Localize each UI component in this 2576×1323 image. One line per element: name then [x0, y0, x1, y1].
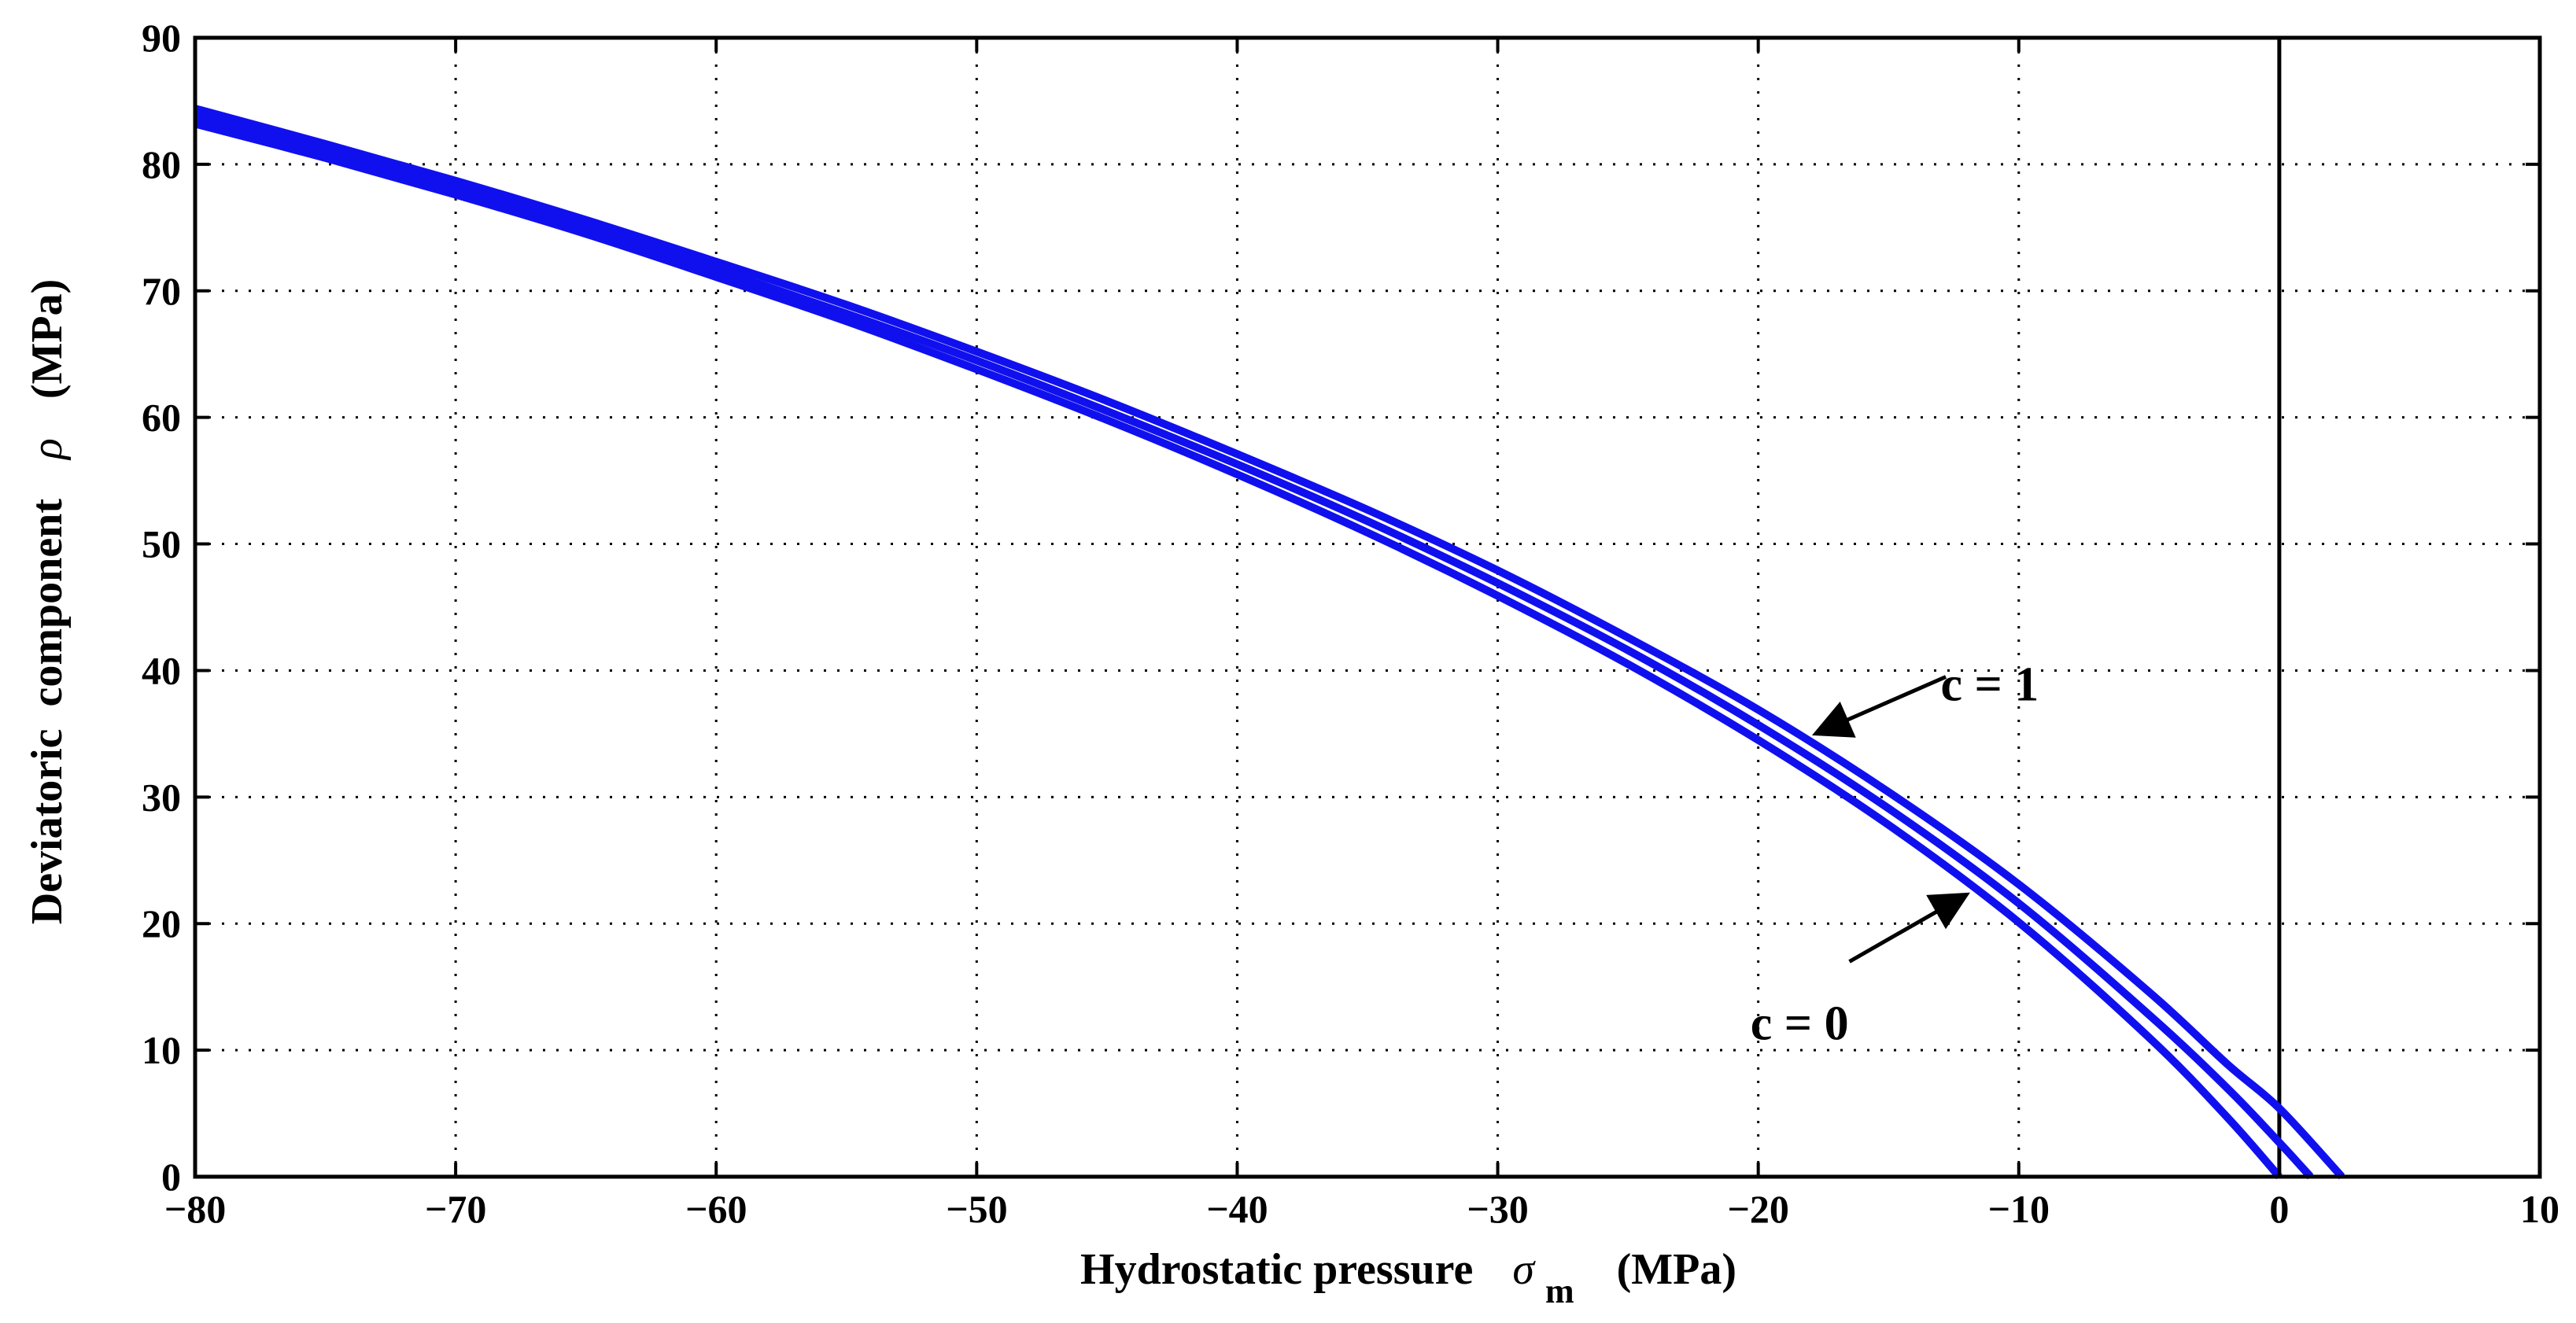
- x-tick-label: −20: [1727, 1187, 1789, 1231]
- x-tick-label: 10: [2520, 1187, 2559, 1231]
- x-axis-label: Hydrostatic pressure σ m (MPa): [1080, 1245, 1736, 1313]
- annotation-arrow-1: [1811, 675, 1947, 738]
- y-tick-label: 0: [161, 1155, 181, 1199]
- x-tick-label: −10: [1988, 1187, 2050, 1231]
- y-axis-unit: (MPa): [23, 279, 72, 399]
- series-line-3: [194, 105, 2345, 1180]
- y-tick-label: 30: [142, 775, 181, 819]
- grid: [195, 38, 2540, 1177]
- x-axis-unit: (MPa): [1617, 1245, 1736, 1294]
- series-layer: [194, 105, 2345, 1180]
- y-tick-label: 40: [142, 648, 181, 692]
- annotation-label-2: c = 0: [1751, 997, 1849, 1051]
- x-tick-label: −30: [1467, 1187, 1529, 1231]
- y-tick-label: 20: [142, 901, 181, 945]
- y-axis-symbol: ρ: [23, 438, 72, 461]
- x-tick-label: −60: [685, 1187, 747, 1231]
- x-tick-label: −50: [946, 1187, 1008, 1231]
- plot-frame: [193, 35, 2542, 1179]
- y-tick-label: 70: [142, 269, 181, 313]
- x-tick-label: −70: [425, 1187, 487, 1231]
- x-axis-subscript: m: [1545, 1272, 1574, 1310]
- ticks: −80 −70 −60 −50 −40 −30 −20 −10 0 10 0 10 20 30 40 50 60…: [142, 16, 2559, 1231]
- series-line-1: [194, 120, 2283, 1180]
- x-tick-label: −80: [164, 1187, 227, 1231]
- annotation-label-1: c = 1: [1940, 658, 2039, 712]
- x-tick-label: −40: [1206, 1187, 1268, 1231]
- x-axis-symbol: σ: [1512, 1245, 1536, 1294]
- y-tick-label: 50: [142, 522, 181, 566]
- x-axis-label-main: Hydrostatic pressure: [1080, 1245, 1473, 1294]
- annotation-arrow-2: [1848, 892, 1970, 964]
- y-tick-label: 10: [142, 1028, 181, 1072]
- series-line-2: [194, 112, 2314, 1180]
- y-axis-label: Deviatoric component ρ (MPa): [23, 279, 72, 924]
- y-tick-label: 90: [142, 16, 181, 60]
- y-axis-label-main: Deviatoric component: [23, 499, 72, 925]
- y-tick-label: 80: [142, 142, 181, 186]
- x-tick-label: 0: [2269, 1187, 2289, 1231]
- y-tick-label: 60: [142, 396, 181, 440]
- annotations: c = 1 c = 0: [1751, 658, 2039, 1051]
